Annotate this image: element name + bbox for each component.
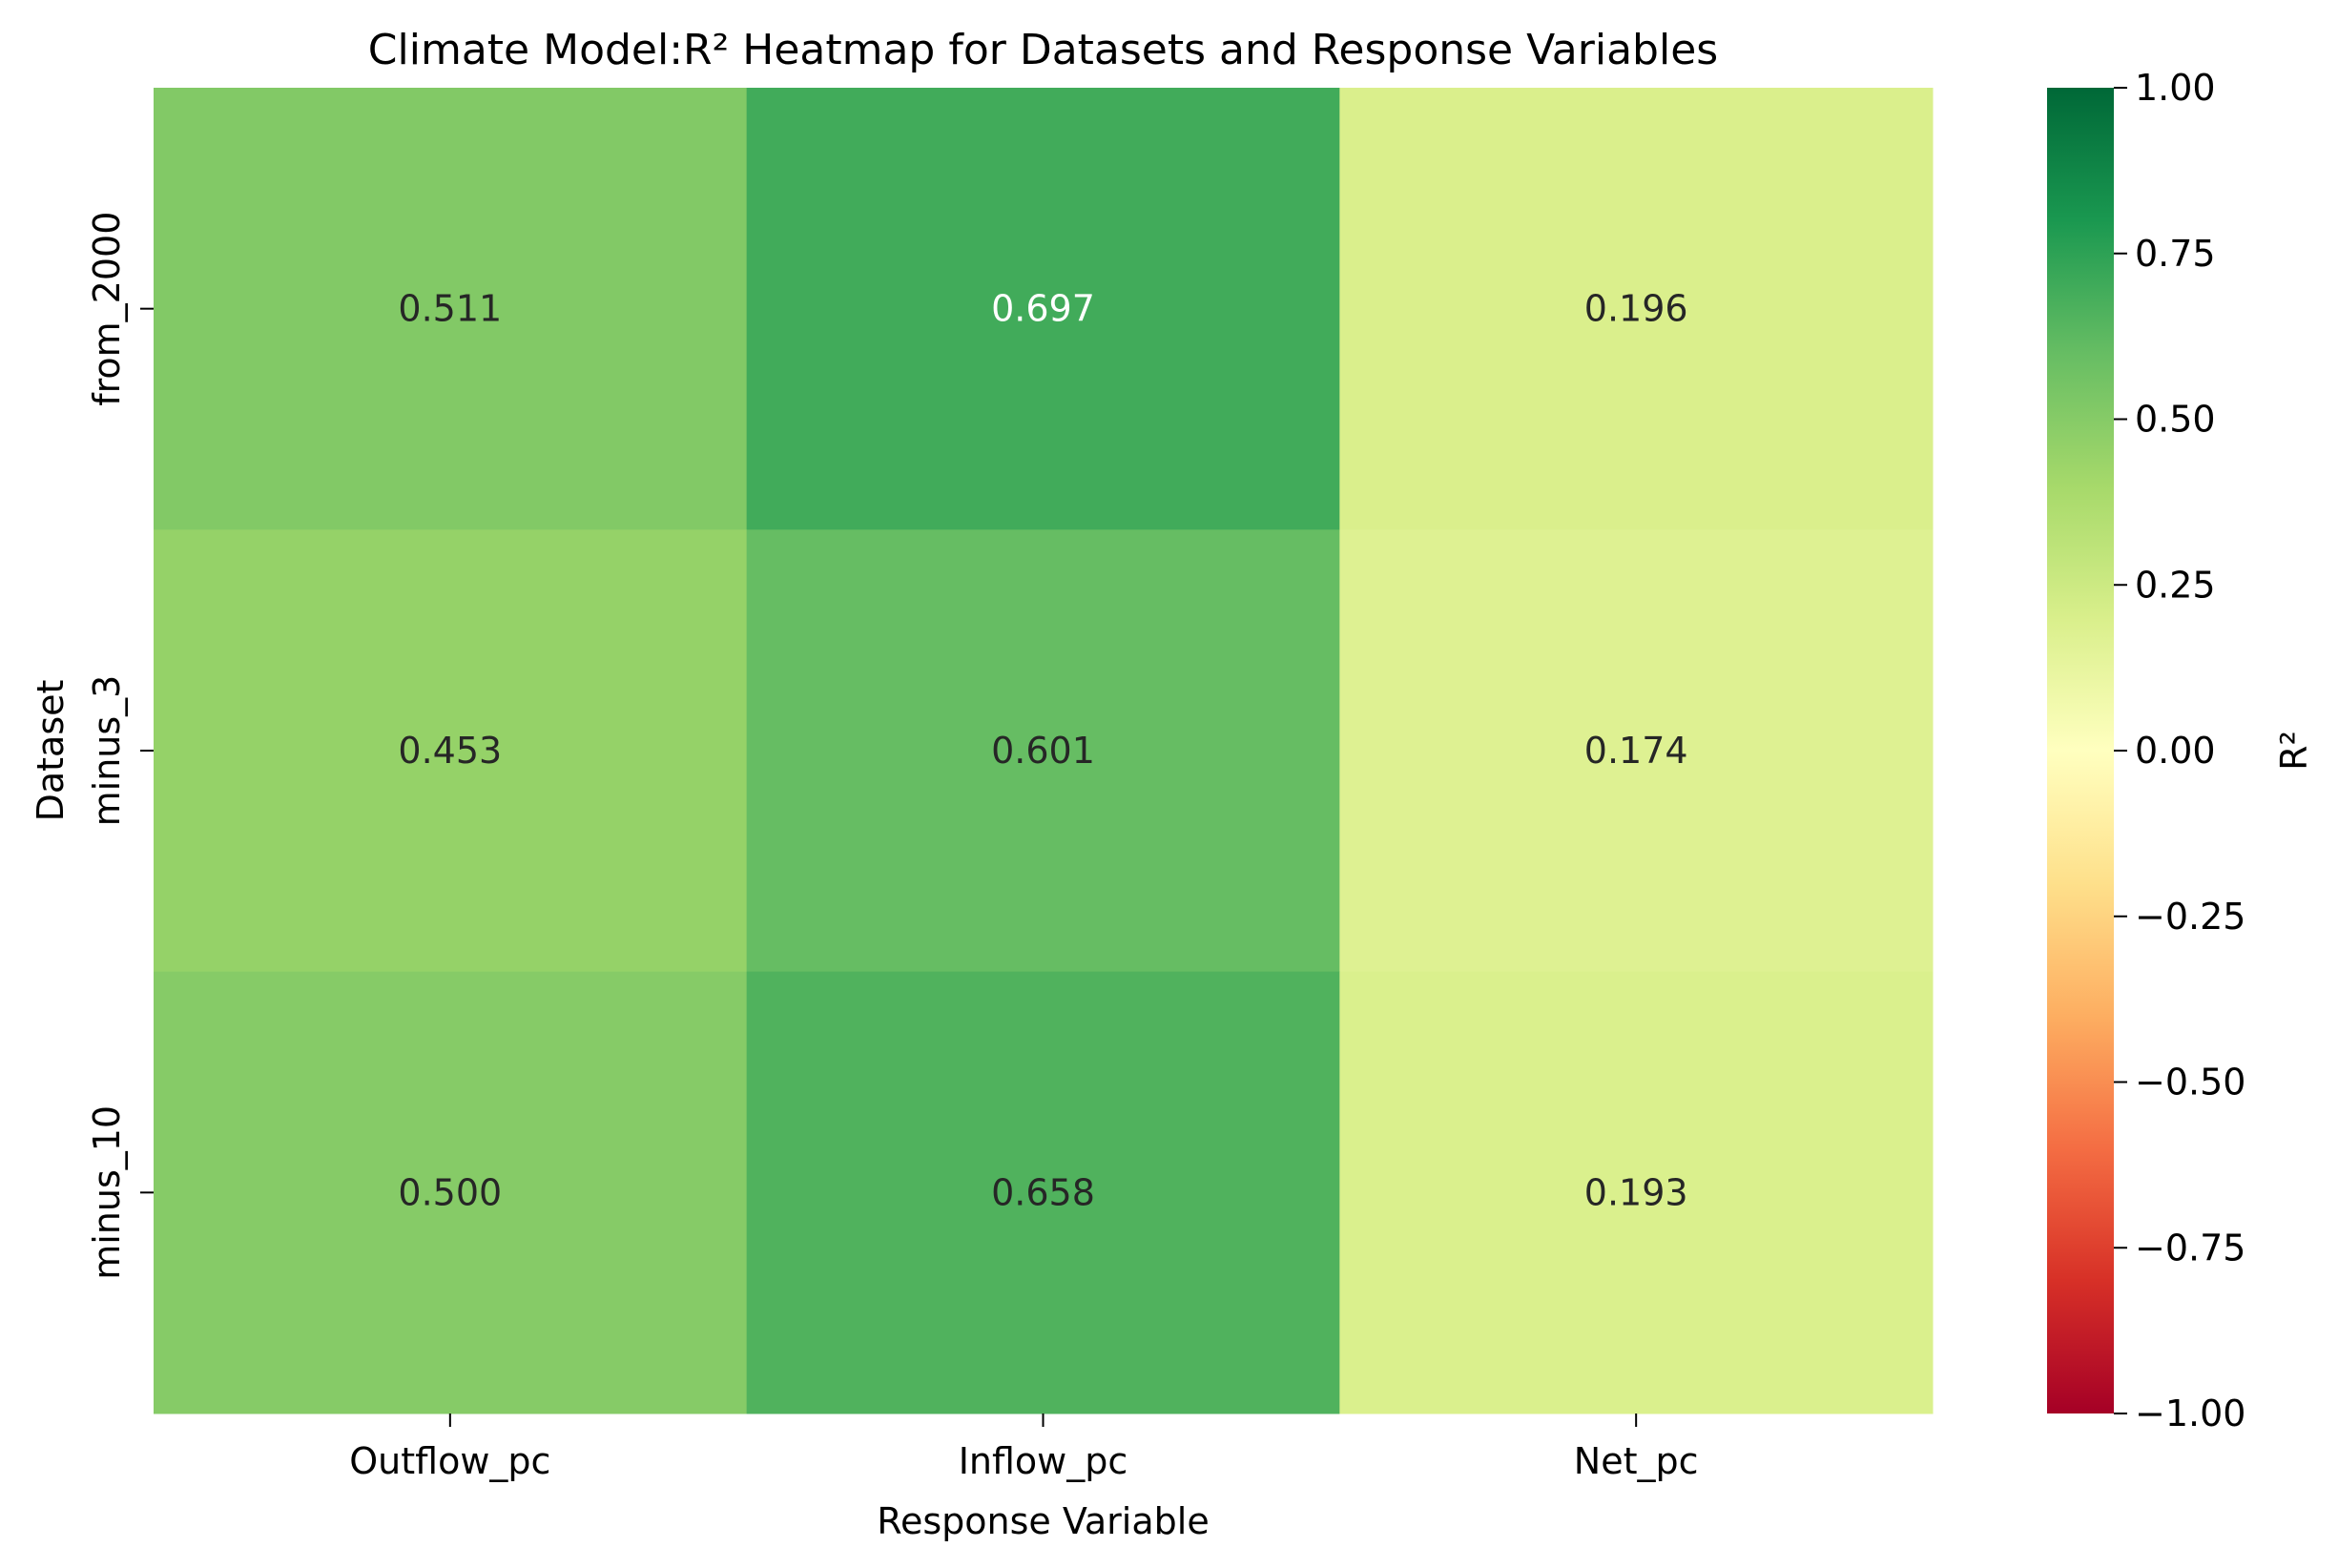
heatmap-cell-minus_3-Net_pc (1339, 529, 1934, 973)
y-axis-label: Dataset (30, 680, 72, 822)
y-tick-label: from_2000 (86, 212, 128, 406)
colorbar-tick-label: −0.50 (2135, 1062, 2245, 1104)
cell-value-label: 0.453 (398, 730, 502, 772)
heatmap-cell-from_2000-Outflow_pc (154, 88, 748, 530)
colorbar-tick-label: −1.00 (2135, 1393, 2245, 1434)
heatmap-cells: 0.511 0.697 0.196 0.453 0.601 0.174 0.500 0.658… (154, 88, 1934, 1414)
cell-value-label: 0.500 (398, 1171, 502, 1213)
colorbar (2047, 88, 2114, 1413)
cell-value-label: 0.601 (991, 730, 1095, 772)
cell-value-label: 0.658 (991, 1171, 1095, 1213)
colorbar-tick-label: 0.25 (2135, 564, 2216, 606)
colorbar-tick-label: 0.50 (2135, 399, 2216, 441)
colorbar-tick-label: 1.00 (2135, 67, 2216, 109)
x-tick-label: Inflow_pc (959, 1440, 1128, 1482)
x-tick-label: Outflow_pc (349, 1440, 550, 1482)
x-axis-ticks: Outflow_pc Inflow_pc Net_pc (349, 1413, 1699, 1482)
heatmap-cell-from_2000-Net_pc (1339, 88, 1934, 530)
colorbar-ticks: 1.00 0.75 0.50 0.25 0.00 −0.25 −0.50 −0.75 −1.00 (2114, 67, 2245, 1434)
y-axis-ticks: from_2000 minus_3 minus_10 (86, 212, 154, 1280)
colorbar-label: R² (2273, 731, 2315, 771)
colorbar-tick-label: −0.25 (2135, 896, 2245, 938)
chart-title: Climate Model:R² Heatmap for Datasets an… (368, 26, 1718, 74)
cell-value-label: 0.511 (398, 288, 502, 330)
heatmap-cell-minus_3-Inflow_pc (746, 529, 1340, 973)
heatmap-cell-minus_10-Outflow_pc (154, 971, 748, 1414)
heatmap-cell-minus_3-Outflow_pc (154, 529, 748, 973)
y-tick-label: minus_10 (86, 1105, 128, 1280)
x-axis-label: Response Variable (877, 1500, 1209, 1542)
heatmap-cell-minus_10-Net_pc (1339, 971, 1934, 1414)
cell-value-label: 0.174 (1584, 730, 1688, 772)
x-tick-label: Net_pc (1574, 1440, 1699, 1482)
cell-value-label: 0.193 (1584, 1171, 1688, 1213)
colorbar-tick-label: 0.75 (2135, 233, 2216, 275)
colorbar-tick-label: 0.00 (2135, 730, 2216, 772)
heatmap-cell-from_2000-Inflow_pc (746, 88, 1340, 530)
colorbar-tick-label: −0.75 (2135, 1227, 2245, 1269)
cell-value-label: 0.697 (991, 288, 1095, 330)
y-tick-label: minus_3 (86, 675, 128, 827)
heatmap-cell-minus_10-Inflow_pc (746, 971, 1340, 1414)
cell-value-label: 0.196 (1584, 288, 1688, 330)
